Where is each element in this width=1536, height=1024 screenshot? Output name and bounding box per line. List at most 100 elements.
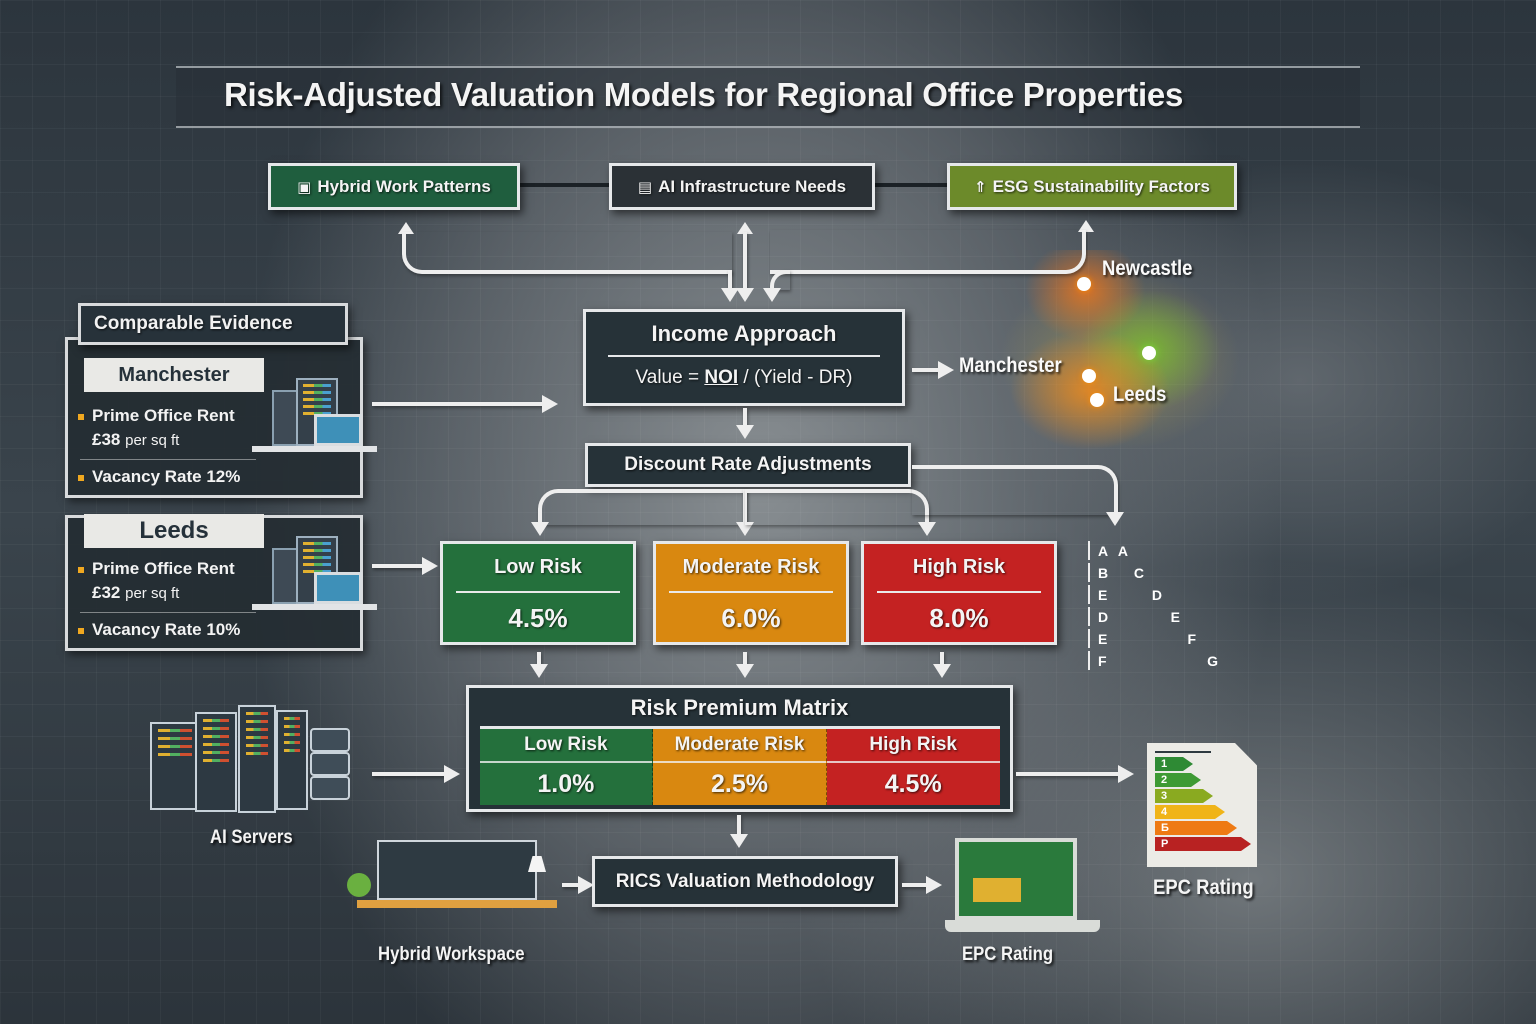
- arrow-down-icon: [721, 288, 739, 302]
- connector-line: [728, 270, 732, 290]
- matrix-grid: Low Risk 1.0% Moderate Risk 2.5% High Ri…: [479, 729, 1000, 805]
- rics-methodology-box[interactable]: RICS Valuation Methodology: [592, 856, 898, 907]
- connector-curve: [538, 489, 746, 525]
- arrow-right-icon: [578, 876, 594, 894]
- workspace-icon: ▣: [297, 178, 312, 196]
- manchester-vacancy: Vacancy Rate 12%: [78, 465, 240, 489]
- bullet-icon: [78, 566, 84, 573]
- page-title: Risk-Adjusted Valuation Models for Regio…: [224, 76, 1184, 113]
- arrow-right-icon: [542, 395, 558, 413]
- manchester-rent: Prime Office Rent £38 per sq ft: [78, 404, 235, 453]
- map-marker[interactable]: [1142, 346, 1156, 360]
- heatmap-overlay: [990, 250, 1250, 450]
- factor-ai-infrastructure[interactable]: ▤ AI Infrastructure Needs: [609, 163, 875, 210]
- divider: [877, 591, 1041, 593]
- computer-illustration: [252, 378, 377, 458]
- divider: [80, 612, 256, 613]
- city-tag-manchester: Manchester: [84, 358, 264, 392]
- connector-curve: [912, 465, 1118, 515]
- discount-rate-box[interactable]: Discount Rate Adjustments: [585, 443, 911, 487]
- matrix-col-high[interactable]: High Risk 4.5%: [826, 729, 1000, 805]
- connector-line: [902, 883, 928, 887]
- hybrid-workspace-caption: Hybrid Workspace: [378, 944, 525, 965]
- connector-line: [520, 183, 610, 187]
- epc-laptop-caption: EPC Rating: [962, 944, 1054, 965]
- connector-line: [743, 652, 747, 664]
- bullet-icon: [78, 413, 84, 420]
- arrow-down-icon: [736, 288, 754, 302]
- valuation-formula: Value = NOI / (Yield - DR): [635, 367, 853, 388]
- divider: [669, 591, 833, 593]
- connector-line: [875, 183, 947, 187]
- ai-servers-caption: AI Servers: [210, 827, 293, 848]
- computer-illustration: [252, 536, 377, 616]
- hybrid-workspace-illustration: [345, 838, 565, 938]
- epc-laptop-illustration: [945, 838, 1100, 938]
- arrow-down-icon: [736, 522, 754, 536]
- connector-curve: [770, 270, 790, 290]
- epc-document-icon: 1 2 3 4 Б P: [1147, 743, 1257, 867]
- connector-line: [743, 408, 747, 426]
- matrix-col-low[interactable]: Low Risk 1.0%: [479, 729, 654, 805]
- factor-esg[interactable]: ⇑ ESG Sustainability Factors: [947, 163, 1237, 210]
- arrow-right-icon: [422, 557, 438, 575]
- divider: [80, 459, 256, 460]
- map-label-manchester: Manchester: [959, 354, 1062, 377]
- ai-servers-illustration: [150, 700, 350, 825]
- arrow-down-icon: [531, 522, 549, 536]
- arrow-up-icon: [398, 222, 414, 234]
- factor-hybrid-work[interactable]: ▣ Hybrid Work Patterns: [268, 163, 520, 210]
- city-tag-leeds: Leeds: [84, 514, 264, 548]
- arrow-right-icon: [926, 876, 942, 894]
- connector-line: [372, 402, 544, 406]
- connector-line: [562, 883, 580, 887]
- arrow-down-icon: [933, 664, 951, 678]
- arrow-down-icon: [530, 664, 548, 678]
- connector-curve: [402, 232, 732, 274]
- arrow-down-icon: [763, 288, 781, 302]
- connector-line: [537, 652, 541, 664]
- arrow-right-icon: [1118, 765, 1134, 783]
- server-icon: ▤: [637, 178, 653, 196]
- connector-line: [743, 232, 747, 290]
- income-approach-title: Income Approach: [651, 321, 837, 346]
- matrix-title: Risk Premium Matrix: [630, 695, 849, 720]
- high-risk-card[interactable]: High Risk 8.0%: [861, 541, 1057, 645]
- map-marker-leeds[interactable]: [1090, 393, 1104, 407]
- arrow-down-icon: [1106, 512, 1124, 526]
- divider: [456, 591, 620, 593]
- connector-line: [1016, 772, 1120, 776]
- arrow-down-icon: [730, 834, 748, 848]
- map-marker-manchester[interactable]: [1082, 369, 1096, 383]
- connector-line: [737, 815, 741, 835]
- connector-curve: [745, 489, 929, 525]
- bullet-icon: [78, 474, 84, 481]
- arrow-down-icon: [736, 664, 754, 678]
- arrow-up-icon: [737, 222, 753, 234]
- arrow-right-icon: [938, 361, 954, 379]
- risk-premium-matrix: Risk Premium Matrix Low Risk 1.0% Modera…: [466, 685, 1013, 812]
- comparable-evidence-title: Comparable Evidence: [78, 303, 348, 345]
- leeds-rent: Prime Office Rent £32 per sq ft: [78, 557, 235, 606]
- arrow-down-icon: [918, 522, 936, 536]
- map-marker-newcastle[interactable]: [1077, 277, 1091, 291]
- epc-rating-caption: EPC Rating: [1153, 876, 1254, 899]
- connector-line: [912, 368, 940, 372]
- arrow-down-icon: [736, 425, 754, 439]
- income-approach-box[interactable]: Income Approach Value = NOI / (Yield - D…: [583, 309, 905, 406]
- low-risk-card[interactable]: Low Risk 4.5%: [440, 541, 636, 645]
- map-label-newcastle: Newcastle: [1102, 257, 1193, 280]
- moderate-risk-card[interactable]: Moderate Risk 6.0%: [653, 541, 849, 645]
- matrix-col-moderate[interactable]: Moderate Risk 2.5%: [653, 729, 827, 805]
- leeds-vacancy: Vacancy Rate 10%: [78, 618, 240, 642]
- arrow-up-icon: [1078, 220, 1094, 232]
- bullet-icon: [78, 627, 84, 634]
- connector-line: [940, 652, 944, 664]
- connector-line: [372, 564, 424, 568]
